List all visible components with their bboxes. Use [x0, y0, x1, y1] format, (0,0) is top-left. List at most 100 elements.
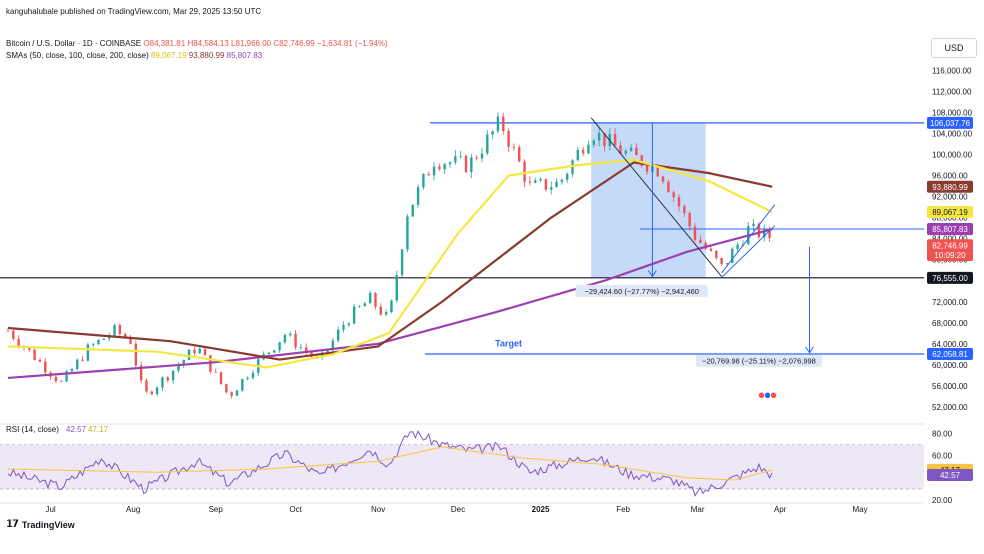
price-axis-tick-label: 100,000.00 [932, 151, 973, 160]
candle-body [363, 303, 367, 307]
symbol-line: Bitcoin / U.S. Dollar · 1D · COINBASE O8… [6, 39, 388, 48]
candle-body [496, 116, 500, 132]
candle-body [60, 381, 63, 383]
candle-body [523, 161, 526, 182]
candle-body [470, 157, 473, 173]
price-badge-label: 106,037.76 [930, 119, 971, 128]
candle-body [342, 325, 345, 330]
ohlc-low: L81,966.00 [231, 39, 272, 48]
candle-body [6, 330, 10, 332]
publisher-line: kanguhalubale published on TradingView.c… [6, 7, 262, 16]
candle-body [145, 380, 148, 392]
tradingview-brand: TradingView [21, 519, 75, 530]
price-axis-tick-label: 72,000.00 [932, 298, 968, 307]
candle-body [246, 378, 249, 379]
candle-body [667, 181, 670, 193]
currency-button[interactable]: USD [931, 38, 977, 58]
candle-body [768, 228, 771, 238]
candle-body [400, 249, 404, 276]
candle-body [198, 348, 201, 354]
candle-body [502, 116, 505, 132]
target-arrow-head [805, 346, 814, 354]
candle-body [565, 173, 569, 180]
price-badge [927, 223, 973, 236]
candle-body [374, 292, 377, 307]
candle-body [555, 181, 558, 188]
candle-body [443, 164, 446, 170]
candle-body [86, 344, 90, 361]
rsi-badge-label: 42.57 [940, 471, 961, 480]
candle-body [581, 149, 585, 154]
candle-body [619, 145, 622, 154]
candle-body [560, 179, 564, 182]
candle-body [267, 352, 271, 354]
time-axis-tick-label: Jul [45, 505, 55, 514]
event-icon [769, 391, 778, 399]
price-badge [927, 116, 973, 129]
price-badge [927, 248, 973, 261]
candle-body [225, 383, 228, 393]
sma200-value: 85,807.83 [226, 51, 263, 60]
candle-body [454, 156, 457, 163]
price-axis-tick-label: 88,000.00 [932, 214, 968, 223]
price-axis-tick-label: 104,000.00 [932, 130, 973, 139]
candle-body [187, 349, 191, 360]
candle-body [203, 348, 207, 356]
candle-body [603, 132, 606, 147]
candle-body [512, 146, 516, 148]
price-badge-label: 93,880.99 [932, 183, 968, 192]
candle-body [592, 140, 596, 145]
price-axis-tick-label: 84,000.00 [932, 235, 968, 244]
candle-body [118, 325, 122, 335]
candle-body [139, 365, 143, 381]
candle-body [54, 376, 58, 382]
sma50-value: 89,067.19 [150, 51, 187, 60]
candle-body [731, 248, 734, 264]
rsi-value: 42.57 [66, 425, 87, 434]
candle-body [299, 347, 303, 349]
candle-body [725, 263, 729, 264]
candle-body [171, 370, 175, 381]
candle-body [464, 155, 468, 173]
candle-body [715, 250, 718, 258]
candle-body [17, 338, 20, 347]
candle-body [305, 347, 308, 352]
candle-body [251, 372, 255, 379]
candle-body [113, 325, 116, 336]
candle-body [44, 361, 47, 373]
candle-body [347, 323, 351, 326]
candle-body [688, 213, 691, 227]
time-axis-tick-label: Nov [371, 505, 385, 514]
candle-body [640, 155, 643, 166]
candle-body [28, 347, 31, 350]
price-badge-label: 82,746.99 [932, 241, 968, 250]
candle-body [550, 187, 553, 190]
candle-body [219, 372, 223, 384]
candle-body [331, 340, 335, 351]
price-badge [927, 347, 973, 360]
candle-body [693, 226, 697, 240]
candle-body [411, 204, 414, 217]
candle-body [65, 371, 68, 382]
price-badge-label: 89,067.19 [932, 208, 968, 217]
candle-body [752, 223, 755, 227]
price-axis-tick-label: 108,000.00 [932, 109, 973, 118]
candle-body [613, 133, 617, 146]
tradingview-logo: 𝟭𝟳 TradingView [6, 519, 75, 530]
candle-body [406, 216, 409, 250]
candle-body [166, 377, 169, 381]
candle-body [736, 244, 739, 249]
target-measure-label-text: −20,769.98 (−25.11%) −2,076,998 [702, 357, 816, 366]
candle-body [597, 132, 601, 141]
candle-body [486, 134, 489, 154]
candle-body [422, 173, 425, 188]
candle-body [672, 192, 675, 198]
candle-body [709, 248, 713, 251]
candle-body [123, 334, 127, 338]
candle-body [230, 392, 233, 396]
candle-body [661, 176, 665, 182]
rsi-band [0, 444, 924, 489]
candle-body [81, 359, 84, 361]
price-axis-tick-label: 52,000.00 [932, 403, 968, 412]
